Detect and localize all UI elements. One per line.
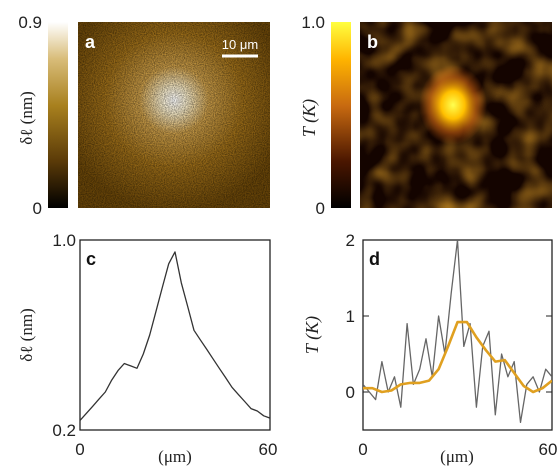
plot-c-ytick-max: 1.0 bbox=[52, 231, 76, 250]
panel-d-label: d bbox=[369, 249, 380, 269]
colorbar-a-label: δℓ (nm) bbox=[17, 91, 36, 144]
scale-bar-label: 10 μm bbox=[222, 37, 258, 52]
plot-d-series bbox=[363, 240, 552, 424]
plot-d-xtick-min: 0 bbox=[358, 440, 367, 459]
heatmap-a bbox=[78, 22, 270, 208]
panel-a-label: a bbox=[85, 32, 96, 52]
plot-d-series-0-line bbox=[363, 240, 552, 424]
plot-d-frame bbox=[362, 239, 553, 431]
panel-b: 1.0 0 T (K) b bbox=[299, 13, 552, 218]
plot-c-series bbox=[80, 251, 270, 421]
plot-c-ytick-min: 0.2 bbox=[52, 421, 76, 440]
plot-c-series-0-line bbox=[80, 251, 270, 421]
plot-c-xtick-min: 0 bbox=[75, 440, 84, 459]
colorbar-a-max: 0.9 bbox=[18, 13, 42, 32]
colorbar-b-min: 0 bbox=[316, 199, 325, 218]
colorbar-a-min: 0 bbox=[33, 199, 42, 218]
plot-d-ylabel: T (K) bbox=[302, 316, 323, 354]
heatmap-b bbox=[360, 22, 552, 208]
panel-c: 1.0 0.2 0 60 (μm) δℓ (nm) c bbox=[17, 231, 277, 466]
colorbar-b bbox=[331, 22, 351, 208]
panel-a: 0.9 0 δℓ (nm) a 10 μm bbox=[17, 13, 270, 218]
colorbar-b-label: T (K) bbox=[299, 99, 320, 137]
panel-d: 0 1 2 0 60 (μm) T (K) d bbox=[302, 231, 557, 466]
panel-b-label: b bbox=[367, 32, 378, 52]
plot-d-ytick-0: 0 bbox=[346, 383, 355, 402]
plot-c-xtick-max: 60 bbox=[259, 440, 278, 459]
plot-c-frame bbox=[79, 239, 271, 431]
panel-c-label: c bbox=[86, 249, 96, 269]
plot-d-ytick-2: 2 bbox=[346, 231, 355, 250]
colorbar-b-max: 1.0 bbox=[301, 13, 325, 32]
colorbar-a bbox=[48, 22, 68, 208]
plot-d-xtick-max: 60 bbox=[539, 440, 558, 459]
plot-d-ytick-1: 1 bbox=[346, 307, 355, 326]
plot-d-xlabel: (μm) bbox=[440, 447, 474, 466]
plot-c-ticks bbox=[79, 239, 271, 431]
plot-d-ticks bbox=[362, 239, 553, 430]
plot-d-series-1-line bbox=[363, 320, 552, 394]
plot-c-xlabel: (μm) bbox=[158, 447, 192, 466]
plot-c-ylabel: δℓ (nm) bbox=[17, 308, 36, 361]
